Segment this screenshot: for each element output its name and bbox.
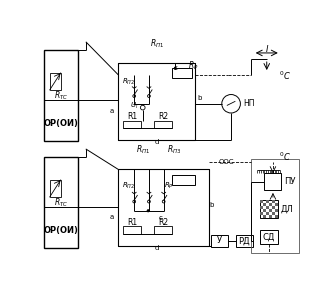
Bar (44, 157, 78, 248)
Bar (123, 121, 141, 128)
Bar (272, 206, 275, 209)
Text: ООС: ООС (219, 158, 234, 164)
Text: РД: РД (239, 236, 250, 245)
Bar (123, 226, 141, 234)
Text: R1: R1 (127, 112, 137, 121)
Bar (50, 73, 60, 90)
Text: a: a (110, 214, 114, 220)
Text: $R_P$: $R_P$ (164, 181, 173, 191)
Text: R2: R2 (158, 112, 168, 121)
Circle shape (147, 210, 149, 212)
Text: $^0C$: $^0C$ (280, 151, 291, 163)
Text: ДЛ: ДЛ (281, 205, 294, 214)
Text: $R_{П1}$: $R_{П1}$ (150, 38, 164, 50)
Bar (269, 209, 272, 212)
Text: a: a (110, 108, 114, 114)
Bar (266, 206, 269, 209)
Text: $R_{П1}$: $R_{П1}$ (136, 144, 150, 156)
Bar (266, 212, 269, 215)
Bar (154, 121, 172, 128)
Bar (172, 68, 192, 78)
Bar (211, 235, 228, 247)
Bar (272, 212, 275, 215)
Text: d: d (155, 245, 159, 251)
Text: d: d (155, 139, 159, 145)
Text: $I$: $I$ (265, 43, 269, 54)
Text: СД: СД (263, 232, 275, 242)
Circle shape (133, 95, 136, 98)
Text: b: b (197, 94, 201, 100)
Bar (275, 203, 278, 206)
Bar (172, 175, 196, 185)
Circle shape (140, 105, 145, 110)
Bar (154, 226, 172, 234)
Bar (251, 159, 299, 253)
Text: OP(ОИ): OP(ОИ) (44, 226, 79, 235)
Circle shape (148, 200, 150, 203)
Text: $R_{TC}$: $R_{TC}$ (54, 90, 69, 102)
Bar (264, 173, 282, 190)
Text: У: У (217, 236, 222, 245)
Bar (263, 209, 266, 212)
Text: НП: НП (244, 99, 255, 108)
Bar (263, 203, 266, 206)
Circle shape (162, 200, 165, 203)
Bar (266, 200, 269, 203)
Bar (260, 206, 263, 209)
Bar (118, 169, 209, 246)
Circle shape (222, 94, 240, 113)
Text: R1: R1 (127, 218, 137, 227)
Bar (44, 50, 78, 141)
Bar (263, 215, 266, 218)
Bar (260, 200, 263, 203)
Text: R2: R2 (158, 218, 168, 227)
Circle shape (174, 67, 176, 70)
Bar (275, 209, 278, 212)
Bar (260, 200, 278, 218)
Text: b: b (209, 202, 214, 208)
Bar (236, 235, 253, 247)
Bar (269, 215, 272, 218)
Bar (269, 203, 272, 206)
Bar (260, 212, 263, 215)
Bar (275, 215, 278, 218)
Circle shape (133, 200, 136, 203)
Bar (260, 230, 278, 244)
Text: c: c (159, 215, 163, 221)
Text: OP(ОИ): OP(ОИ) (44, 118, 79, 127)
Bar (272, 200, 275, 203)
Text: $R_P$: $R_P$ (188, 59, 198, 71)
Text: $U_l$: $U_l$ (130, 101, 138, 111)
Text: c: c (173, 65, 177, 71)
Text: $R_{П2}$: $R_{П2}$ (122, 77, 135, 87)
Bar (50, 180, 60, 197)
Text: $R_{TC}$: $R_{TC}$ (54, 197, 69, 209)
Circle shape (148, 95, 150, 98)
Bar (118, 63, 196, 140)
Text: $R_{П3}$: $R_{П3}$ (167, 144, 181, 156)
Text: $^0C$: $^0C$ (280, 70, 291, 82)
Text: $R_{П2}$: $R_{П2}$ (122, 181, 135, 191)
Text: ПУ: ПУ (284, 177, 295, 186)
